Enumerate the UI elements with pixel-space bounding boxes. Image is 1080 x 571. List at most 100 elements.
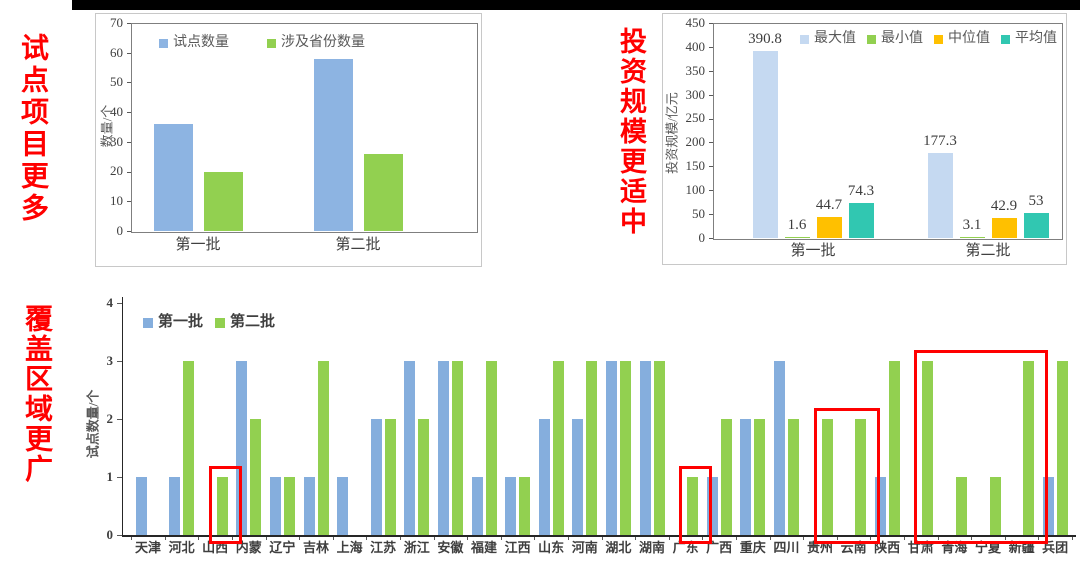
x-category-label: 湖北	[605, 540, 632, 555]
y-tick-label: 250	[685, 110, 706, 126]
x-tick-mark	[836, 536, 838, 540]
bar	[991, 217, 1017, 238]
x-category-label: 宁夏	[974, 540, 1001, 555]
x-category-label: 广东	[672, 540, 699, 555]
bar	[605, 361, 617, 535]
legend-item: 第二批	[215, 315, 275, 330]
bar	[363, 153, 403, 231]
x-category-label: 福建	[470, 540, 497, 555]
y-axis-line	[121, 297, 123, 537]
bar	[451, 361, 463, 535]
bar	[303, 477, 315, 535]
bar	[653, 361, 665, 535]
bar	[855, 419, 867, 535]
y-tick-label: 400	[685, 38, 706, 54]
bar	[216, 477, 228, 535]
chart-investment-scale: 0 50 100 150 200 250 300 350 400 450 投资规模/亿元 最大值 最小值…	[662, 13, 1067, 265]
x-category-label: 广西	[706, 540, 733, 555]
y-tick-mark	[127, 141, 131, 143]
legend: 第一批 第二批	[143, 315, 275, 330]
y-tick-label: 100	[685, 182, 706, 198]
legend-item: 第一批	[143, 315, 203, 330]
x-tick-mark	[1072, 536, 1073, 540]
legend-label: 平均值	[1015, 31, 1057, 46]
x-tick-mark	[702, 536, 704, 540]
x-category-label: 山东	[538, 540, 565, 555]
x-category-label: 陕西	[874, 540, 901, 555]
bar	[538, 419, 550, 535]
legend-swatch	[215, 317, 226, 328]
y-tick-mark	[127, 201, 131, 203]
data-label: 74.3	[847, 182, 875, 199]
x-category-label: 云南	[840, 540, 867, 555]
y-tick-mark	[127, 171, 131, 173]
bar	[1023, 212, 1049, 238]
x-category-label: 浙江	[403, 540, 430, 555]
x-category-label: 吉林	[302, 540, 329, 555]
legend-label: 第一批	[158, 314, 204, 330]
legend-swatch	[867, 34, 876, 44]
x-tick-mark	[467, 536, 469, 540]
x-tick-mark	[904, 536, 905, 540]
x-tick-mark	[198, 536, 200, 540]
legend: 试点数量 涉及省份数量	[159, 36, 365, 50]
y-tick-mark	[116, 477, 122, 478]
x-tick-mark	[265, 536, 267, 540]
y-tick-mark	[709, 23, 713, 24]
bar	[955, 477, 967, 535]
legend-swatch	[159, 38, 168, 48]
legend: 最大值 最小值 中位值 平均值	[800, 32, 1057, 46]
bar	[1056, 361, 1068, 535]
y-tick-label: 60	[110, 44, 123, 60]
data-label: 44.7	[815, 196, 843, 213]
x-category-label: 天津	[134, 540, 161, 555]
data-label: 53	[1028, 192, 1044, 209]
bar	[922, 361, 934, 535]
y-tick-label: 300	[685, 86, 706, 102]
legend-label: 最小值	[881, 31, 923, 46]
data-label: 1.6	[787, 217, 807, 233]
x-category-label: 重庆	[739, 540, 766, 555]
bar	[485, 361, 497, 535]
data-label: 177.3	[923, 133, 957, 150]
y-tick-label: 200	[685, 134, 706, 150]
y-tick-label: 0	[698, 229, 706, 245]
x-category-label: 河南	[571, 540, 598, 555]
y-tick-mark	[709, 238, 713, 239]
y-tick-label: 3	[106, 353, 114, 368]
legend-item: 试点数量	[159, 36, 229, 50]
data-label: 3.1	[962, 216, 982, 233]
y-tick-mark	[709, 214, 713, 216]
legend-item: 最小值	[867, 32, 923, 46]
highlight-box	[208, 466, 242, 544]
x-tick-mark	[601, 536, 603, 540]
y-tick-label: 70	[110, 14, 123, 30]
chart-pilot-count: 0 10 20 30 40 50 60 70 数量/个 试点数量 涉及省份数量 第一批 第二批	[95, 13, 482, 267]
x-category-label: 辽宁	[269, 540, 296, 555]
x-tick-mark	[937, 536, 939, 540]
bar	[572, 419, 584, 535]
x-tick-mark	[164, 536, 166, 540]
y-tick-label: 450	[685, 14, 706, 30]
data-label: 42.9	[990, 197, 1018, 214]
top-divider-bar	[72, 0, 1080, 10]
x-axis-line	[121, 535, 1076, 537]
bar	[384, 419, 396, 535]
bar	[203, 171, 243, 231]
bar	[135, 477, 147, 535]
bar	[874, 477, 886, 535]
x-category-label: 第二批	[335, 237, 381, 253]
x-category-label: 青海	[941, 540, 968, 555]
highlight-box	[679, 466, 713, 544]
x-tick-mark	[568, 536, 569, 540]
x-tick-mark	[668, 536, 670, 540]
x-category-label: 江苏	[370, 540, 397, 555]
y-tick-label: 10	[110, 193, 123, 209]
bar	[337, 477, 349, 535]
y-tick-mark	[709, 190, 713, 192]
x-tick-mark	[534, 536, 536, 540]
y-tick-label: 40	[110, 103, 123, 119]
y-tick-label: 0	[116, 222, 124, 238]
x-tick-mark	[232, 536, 233, 540]
